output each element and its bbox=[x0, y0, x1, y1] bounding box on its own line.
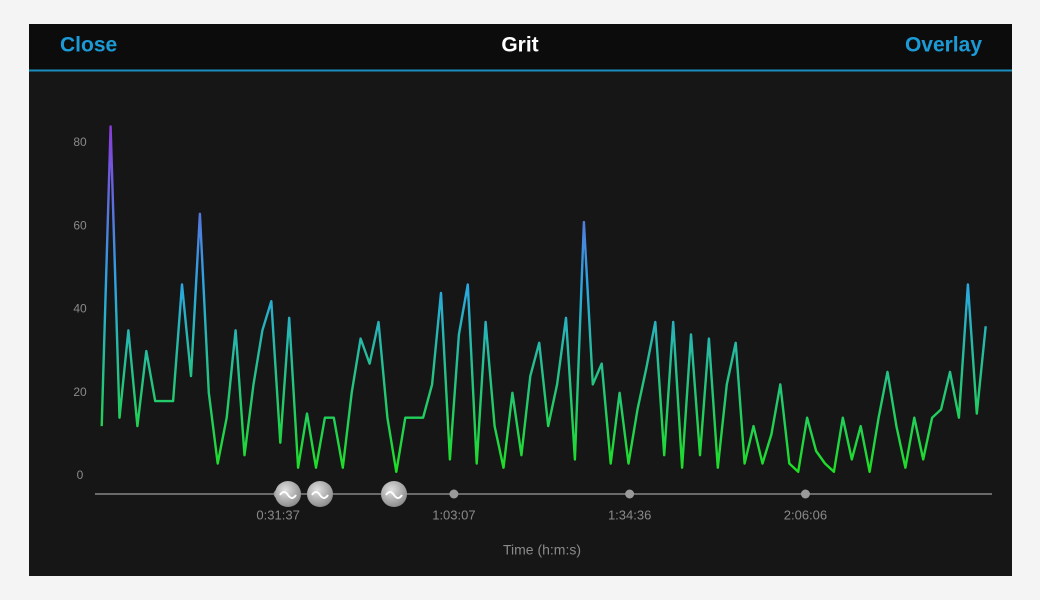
overlay-button[interactable]: Overlay bbox=[905, 34, 982, 57]
header-bar bbox=[29, 24, 1012, 70]
screen-title: Grit bbox=[501, 34, 538, 57]
x-tick-label: 0:31:37 bbox=[256, 507, 299, 522]
x-tick-label: 1:34:36 bbox=[608, 507, 651, 522]
marker-icon bbox=[279, 491, 297, 499]
x-tick-mark bbox=[449, 489, 459, 499]
app-panel bbox=[29, 24, 1012, 576]
y-tick-label: 60 bbox=[73, 218, 87, 232]
x-tick-mark bbox=[625, 489, 635, 499]
data-line bbox=[100, 125, 987, 473]
close-button[interactable]: Close bbox=[60, 34, 117, 57]
x-tick-label: 1:03:07 bbox=[432, 507, 475, 522]
scrubber-markers bbox=[275, 481, 407, 507]
y-tick-label: 0 bbox=[77, 468, 84, 482]
x-axis-label: Time (h:m:s) bbox=[503, 542, 581, 558]
marker-icon bbox=[385, 491, 403, 499]
y-tick-label: 20 bbox=[73, 385, 87, 399]
x-tick-label: 2:06:06 bbox=[784, 507, 827, 522]
x-tick-mark bbox=[800, 489, 810, 499]
marker-icon bbox=[311, 491, 329, 499]
y-tick-label: 80 bbox=[73, 135, 87, 149]
y-tick-label: 40 bbox=[73, 302, 87, 316]
